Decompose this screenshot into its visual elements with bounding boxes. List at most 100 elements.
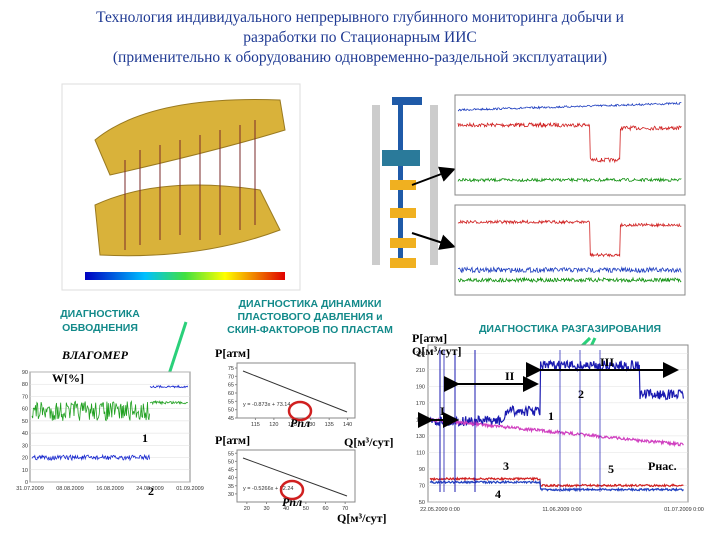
trace	[429, 417, 684, 448]
trace	[149, 399, 188, 406]
label: СКИН-ФАКТОРОВ ПО ПЛАСТАМ	[227, 324, 393, 336]
label: P[атм]	[215, 346, 250, 360]
label: 50	[228, 459, 234, 465]
label: 120	[269, 422, 278, 428]
label: 30	[228, 492, 234, 498]
label: 60	[228, 391, 234, 397]
label: 190	[416, 384, 425, 390]
label: ОБВОДНЕНИЯ	[62, 322, 138, 334]
label: Q[м³/сут]	[412, 344, 462, 358]
label: 40	[228, 476, 234, 482]
label: 11.06.2009 0:00	[542, 507, 581, 513]
label: 75	[228, 366, 234, 372]
plot-area	[236, 449, 356, 503]
label: 65	[228, 383, 234, 389]
label: 140	[343, 422, 352, 428]
label: 115	[251, 422, 260, 428]
trace	[457, 266, 682, 274]
label: II	[505, 369, 515, 383]
label: 50	[419, 500, 425, 506]
label: 30	[22, 443, 28, 449]
label: 22.05.2009 0:00	[420, 507, 460, 513]
plot-area	[236, 362, 356, 419]
trace	[429, 476, 684, 488]
label: 90	[22, 370, 28, 376]
label: ДИАГНОСТИКА	[60, 308, 140, 320]
label: 90	[419, 467, 425, 473]
label: ДИАГНОСТИКА ДИНАМИКИ	[239, 298, 382, 310]
label: 20	[22, 456, 28, 462]
label: 70	[342, 506, 348, 512]
label: 16.08.2009	[96, 486, 124, 492]
label: III	[600, 355, 614, 369]
label: 150	[416, 417, 425, 423]
reservoir-model	[61, 83, 301, 291]
trace	[457, 219, 682, 258]
trend-line	[242, 457, 348, 497]
well-schematic	[372, 97, 456, 268]
label: Pпл	[282, 495, 302, 509]
label: 80	[22, 382, 28, 388]
label: 4	[495, 487, 501, 501]
label: 170	[416, 401, 425, 407]
label: ВЛАГОМЕР	[61, 348, 129, 362]
label: 10	[22, 468, 28, 474]
trace	[457, 101, 682, 112]
trace	[457, 177, 682, 183]
label: 50	[22, 419, 28, 425]
trace	[31, 400, 150, 422]
label: 0	[25, 480, 28, 486]
label: 45	[228, 468, 234, 474]
label: W[%]	[52, 371, 84, 385]
label: P[атм]	[412, 331, 447, 345]
label: 70	[22, 394, 28, 400]
label: 2	[578, 387, 584, 401]
label: 70	[228, 374, 234, 380]
label: 60	[322, 506, 328, 512]
label: 31.07.2009	[16, 486, 44, 492]
label: 55	[228, 451, 234, 457]
label: 130	[416, 434, 425, 440]
label: y = -0.873x + 73.14	[243, 402, 290, 408]
label: 130	[306, 422, 315, 428]
trace	[458, 276, 682, 284]
label: 70	[419, 483, 425, 489]
label: 230	[416, 351, 425, 357]
trend-line	[242, 370, 348, 413]
label: y = -0.5266x + 52.24	[243, 486, 293, 492]
trace	[31, 453, 150, 462]
label: 125	[288, 422, 297, 428]
label: Pнас.	[648, 459, 677, 473]
label: 01.09.2009	[176, 486, 204, 492]
plot-area	[29, 371, 191, 483]
label: 24.08.2009	[136, 486, 164, 492]
trace	[457, 121, 682, 164]
label: 1	[548, 409, 554, 423]
label: 50	[303, 506, 309, 512]
label: 3	[503, 459, 509, 473]
title-line: разработки по Стационарным ИИС	[243, 29, 477, 46]
label: 135	[325, 422, 334, 428]
label: Q[м³/сут]	[344, 435, 394, 449]
label: 210	[416, 368, 425, 374]
label: 01.07.2009 0:00	[664, 507, 704, 513]
trace	[149, 384, 189, 389]
label: Pпл	[290, 416, 310, 430]
label: I	[440, 404, 445, 418]
label: 45	[228, 416, 234, 422]
label: 08.08.2009	[56, 486, 84, 492]
label: 2	[148, 484, 154, 498]
label: 1	[142, 431, 148, 445]
label: ДИАГНОСТИКА РАЗГАЗИРОВАНИЯ	[479, 323, 661, 335]
label: 20	[244, 506, 250, 512]
label: 60	[22, 407, 28, 413]
label: 40	[22, 431, 28, 437]
label: 110	[416, 450, 425, 456]
highlight	[279, 479, 305, 501]
label: 40	[283, 506, 289, 512]
label: P[атм]	[215, 433, 250, 447]
label: ПЛАСТОВОГО ДАВЛЕНИЯ и	[237, 311, 382, 323]
title-line: Технология индивидуального непрерывного …	[96, 9, 624, 26]
label: 55	[228, 399, 234, 405]
